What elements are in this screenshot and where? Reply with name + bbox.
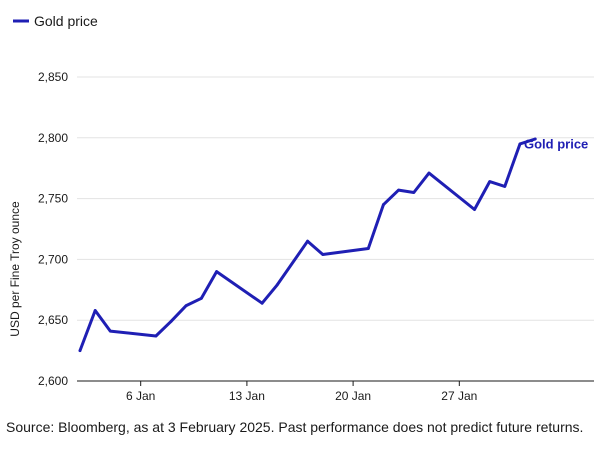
data-point <box>78 349 82 352</box>
data-point <box>306 239 309 243</box>
data-point <box>215 270 219 273</box>
data-point <box>427 171 431 175</box>
y-axis-ticks: 2,600 2,650 2,700 2,750 2,800 2,850 <box>38 70 68 388</box>
data-point <box>397 188 400 192</box>
y-tick-label: 2,850 <box>38 70 68 84</box>
y-tick-label: 2,650 <box>38 313 68 327</box>
data-point <box>412 191 416 194</box>
series-layer <box>78 137 537 353</box>
data-point <box>366 247 370 250</box>
data-point <box>518 142 522 146</box>
source-note: Source: Bloomberg, as at 3 February 2025… <box>6 419 584 435</box>
data-point <box>184 304 188 307</box>
data-point <box>260 301 264 305</box>
y-tick-label: 2,600 <box>38 374 68 388</box>
data-point <box>503 185 507 188</box>
gridlines <box>77 76 594 382</box>
data-point <box>488 180 492 184</box>
data-point <box>200 296 203 300</box>
y-axis-title: USD per Fine Troy ounce <box>8 201 22 337</box>
x-tick-label: 6 Jan <box>126 389 155 403</box>
legend-label: Gold price <box>34 13 98 29</box>
data-point <box>473 208 476 211</box>
data-point <box>275 283 279 287</box>
x-tick-label: 27 Jan <box>441 389 477 403</box>
y-tick-label: 2,750 <box>38 192 68 206</box>
x-axis-ticks: 6 Jan 13 Jan 20 Jan 27 Jan <box>126 381 477 403</box>
y-tick-label: 2,700 <box>38 252 68 266</box>
data-point <box>382 203 385 207</box>
data-point <box>321 253 325 256</box>
data-point <box>169 320 173 323</box>
series-end-label: Gold price <box>524 137 588 152</box>
legend: Gold price <box>13 13 98 29</box>
x-tick-label: 13 Jan <box>229 389 265 403</box>
x-tick-label: 20 Jan <box>335 389 371 403</box>
data-point <box>108 329 112 333</box>
series-line <box>78 137 537 353</box>
data-point <box>93 309 97 312</box>
y-tick-label: 2,800 <box>38 131 68 145</box>
data-point <box>154 334 158 338</box>
data-point <box>533 137 537 141</box>
